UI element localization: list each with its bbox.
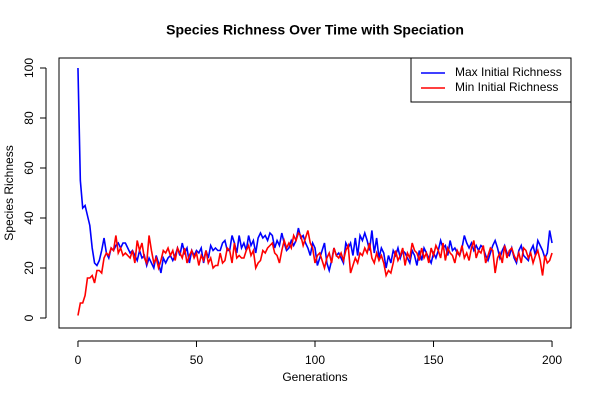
y-tick-label: 80 (22, 111, 36, 125)
x-tick-label: 150 (424, 353, 444, 367)
plot-box (58, 57, 572, 329)
series-line (77, 230, 553, 316)
x-tick-label: 50 (190, 353, 204, 367)
chart-title: Species Richness Over Time with Speciati… (166, 22, 464, 38)
y-tick-label: 40 (22, 211, 36, 225)
x-tick-label: 0 (75, 353, 82, 367)
y-axis-title: Species Richness (2, 145, 16, 240)
legend-box (410, 57, 572, 103)
y-tick-label: 0 (22, 314, 36, 321)
legend-label: Max Initial Richness (455, 65, 562, 79)
x-tick-label: 100 (305, 353, 325, 367)
legend-label: Min Initial Richness (455, 80, 558, 94)
x-axis-title: Generations (282, 370, 347, 384)
y-tick-label: 60 (22, 161, 36, 175)
y-tick-label: 20 (22, 261, 36, 275)
x-tick-label: 200 (542, 353, 562, 367)
y-tick-label: 100 (22, 58, 36, 78)
